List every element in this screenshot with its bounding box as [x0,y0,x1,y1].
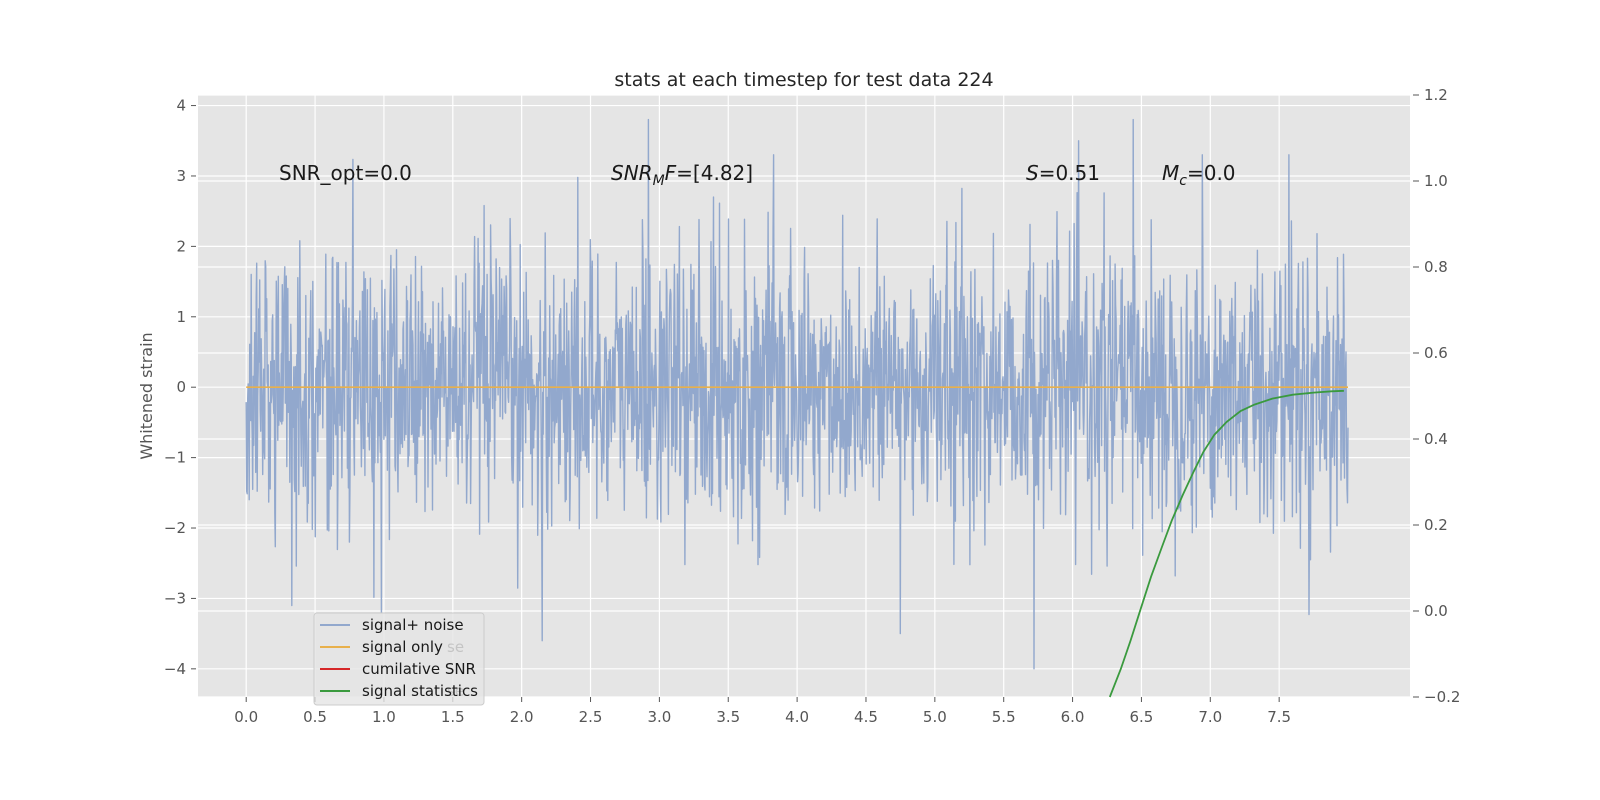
x-tick-label: 6.5 [1130,708,1154,726]
chart-title: stats at each timestep for test data 224 [614,69,993,91]
x-tick-label: 6.0 [1061,708,1085,726]
y2-tick-label: 1.2 [1424,86,1448,104]
y2-tick-label: 0.4 [1424,430,1448,448]
legend-label-signal-only: signal only [362,638,443,656]
annotation-mc: Mc=0.0 [1162,161,1236,189]
y-tick-label: 1 [176,308,186,326]
x-tick-label: 4.5 [854,708,878,726]
x-tick-label: 5.0 [923,708,947,726]
legend-box [313,612,485,706]
x-tick-label: 2.0 [510,708,534,726]
y-tick-label: 0 [176,378,186,396]
y-tick-label: −4 [164,660,186,678]
legend-label-signal-statistics: signal statistics [362,682,478,700]
y-tick-label: 3 [176,167,186,185]
y-tick-label: 4 [176,97,186,115]
legend-label-cumilative-snr: cumilative SNR [362,660,476,678]
y2-tick-label: 0.6 [1424,344,1448,362]
x-tick-label: 3.5 [716,708,740,726]
y2-tick-label: −0.2 [1424,688,1460,706]
legend: se se signal+ noise signal only cumilati… [313,612,485,706]
x-tick-label: 3.0 [647,708,671,726]
legend-label-signal-plus-noise: signal+ noise [362,616,464,634]
legend-ghost-text: se [447,682,464,700]
y-tick-label: 2 [176,237,186,255]
y-tick-label: −1 [164,449,186,467]
line-signal-statistics [1108,389,1344,698]
x-tick-label: 4.0 [785,708,809,726]
y2-tick-label: 0.2 [1424,516,1448,534]
y2-axis-ticks: −0.2 0.0 0.2 0.4 0.6 0.8 1.0 1.2 [1413,86,1460,706]
line-signal-plus-noise [245,118,1349,670]
legend-ghost-text: se [447,638,464,656]
y2-tick-label: 1.0 [1424,172,1448,190]
x-tick-label: 7.5 [1267,708,1291,726]
y-axis-ticks: −4 −3 −2 −1 0 1 2 3 4 [164,97,196,678]
series-signal-plus-noise [245,118,1349,670]
annotation-snr-opt: SNR_opt=0.0 [279,161,412,185]
x-tick-label: 5.5 [992,708,1016,726]
y2-tick-label: 0.8 [1424,258,1448,276]
x-tick-label: 1.5 [441,708,465,726]
annotation-s-stat: S=0.51 [1026,161,1100,185]
y-axis-label: Whitened strain [137,332,156,459]
x-tick-label: 0.0 [234,708,258,726]
y2-tick-label: 0.0 [1424,602,1448,620]
x-tick-label: 0.5 [303,708,327,726]
y-tick-label: −3 [164,589,186,607]
annotation-snr-mf: SNRMF=[4.82] [611,161,753,189]
x-tick-label: 1.0 [372,708,396,726]
x-axis-ticks: 0.0 0.5 1.0 1.5 2.0 2.5 3.0 3.5 4.0 4.5 5.0 5.5 6.0 6… [234,697,1291,726]
series-signal-statistics [1108,389,1344,698]
x-tick-label: 7.0 [1198,708,1222,726]
x-tick-label: 2.5 [579,708,603,726]
y-tick-label: −2 [164,519,186,537]
